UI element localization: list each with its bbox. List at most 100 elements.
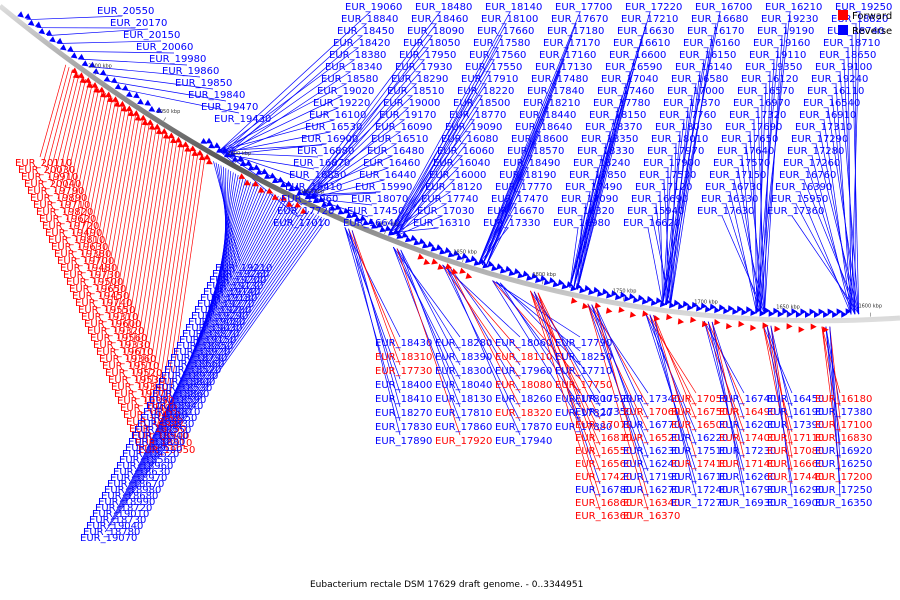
gene-label: EUR_19980 bbox=[149, 54, 206, 65]
gene-arrow bbox=[351, 211, 359, 218]
gene-arrow bbox=[696, 305, 703, 312]
gene-label: EUR_18280 bbox=[435, 338, 492, 349]
connector-line bbox=[851, 35, 860, 315]
gene-arrow bbox=[773, 307, 780, 315]
connector-line bbox=[577, 215, 583, 290]
connector-line bbox=[389, 119, 475, 233]
gene-arrow bbox=[714, 319, 721, 326]
gene-arrow bbox=[239, 160, 247, 166]
gene-label: EUR_20150 bbox=[123, 30, 180, 41]
gene-label: EUR_16390 bbox=[775, 182, 832, 193]
gene-arrow bbox=[264, 173, 271, 179]
gene-label: EUR_17180 bbox=[547, 26, 604, 37]
gene-arrow bbox=[318, 196, 325, 203]
gene-label: EUR_16200 bbox=[719, 420, 776, 431]
gene-label: EUR_17780 bbox=[593, 98, 650, 109]
gene-arrow bbox=[112, 96, 119, 103]
connector-line bbox=[122, 212, 312, 497]
connector-line bbox=[119, 213, 315, 503]
gene-arrow bbox=[86, 82, 94, 89]
gene-arrow bbox=[814, 311, 821, 318]
connector-line bbox=[222, 23, 367, 154]
tick-label: 1800 kbp bbox=[532, 272, 556, 278]
connector-line bbox=[351, 230, 401, 366]
gene-arrow bbox=[690, 316, 697, 323]
connector-line bbox=[39, 64, 67, 158]
gene-label: EUR_17970 bbox=[647, 146, 704, 157]
connector-line bbox=[445, 266, 521, 394]
gene-arrow bbox=[774, 325, 781, 333]
gene-arrow bbox=[177, 141, 184, 148]
gene-arrow bbox=[110, 77, 118, 84]
gene-arrow bbox=[453, 249, 460, 256]
gene-label: EUR_17200 bbox=[815, 472, 872, 483]
gene-label: EUR_17260 bbox=[783, 158, 840, 169]
gene-arrow bbox=[795, 311, 802, 318]
gene-arrow bbox=[750, 309, 757, 316]
gene-arrow bbox=[294, 201, 302, 208]
gene-label: EUR_18900 bbox=[132, 431, 189, 442]
gene-label: EUR_19050 bbox=[138, 445, 195, 456]
gene-arrow bbox=[56, 37, 63, 44]
gene-arrow bbox=[423, 258, 431, 265]
gene-arrow bbox=[168, 132, 175, 139]
gene-label: EUR_17220 bbox=[625, 2, 682, 13]
gene-arrow bbox=[216, 147, 223, 153]
gene-arrow bbox=[629, 311, 637, 318]
connector-line bbox=[51, 74, 80, 186]
gene-arrow bbox=[304, 193, 312, 200]
connector-line bbox=[129, 133, 168, 368]
gene-arrow bbox=[24, 13, 32, 20]
gene-label: EUR_17660 bbox=[477, 26, 534, 37]
gene-label: EUR_17570 bbox=[713, 158, 770, 169]
connector-line bbox=[670, 107, 689, 306]
gene-label: EUR_19510 bbox=[102, 361, 159, 372]
connector-line bbox=[478, 191, 521, 265]
gene-arrow bbox=[99, 69, 107, 76]
connector-line bbox=[309, 179, 385, 199]
gene-label: EUR_19470 bbox=[201, 102, 258, 113]
gene-arrow bbox=[141, 119, 149, 126]
gene-label: EUR_18610 bbox=[125, 443, 182, 454]
connector-line bbox=[839, 71, 860, 315]
gene-arrow bbox=[499, 267, 507, 274]
gene-arrow bbox=[67, 45, 74, 53]
gene-arrow bbox=[396, 232, 404, 239]
gene-arrow bbox=[354, 215, 362, 222]
gene-arrow bbox=[184, 145, 192, 152]
gene-arrow bbox=[346, 212, 353, 219]
gene-arrow bbox=[624, 295, 631, 302]
gene-label: EUR_17560 bbox=[469, 50, 526, 61]
gene-arrow bbox=[444, 247, 452, 254]
gene-label: EUR_18720 bbox=[95, 503, 152, 514]
gene-label: EUR_16160 bbox=[683, 38, 740, 49]
gene-label: EUR_16150 bbox=[679, 50, 736, 61]
connector-line bbox=[573, 95, 623, 289]
gene-arrow bbox=[368, 218, 375, 225]
gene-label: EUR_19890 bbox=[30, 193, 87, 204]
gene-label: EUR_18880 bbox=[128, 437, 185, 448]
gene-label: EUR_19910 bbox=[21, 172, 78, 183]
gene-label: EUR_17070 bbox=[575, 420, 632, 431]
connector-line bbox=[478, 83, 557, 265]
gene-arrow bbox=[114, 83, 122, 90]
gene-label: EUR_18730 bbox=[89, 515, 146, 526]
gene-label: EUR_17690 bbox=[725, 122, 782, 133]
gene-label: EUR_19390 bbox=[117, 396, 174, 407]
gene-label: EUR_19550 bbox=[78, 305, 135, 316]
gene-arrow bbox=[161, 128, 168, 134]
gene-arrow bbox=[148, 123, 156, 130]
gene-label: EUR_19530 bbox=[108, 375, 165, 386]
gene-label: EUR_17130 bbox=[535, 62, 592, 73]
connector-line bbox=[721, 215, 765, 314]
gene-label: EUR_16110 bbox=[807, 86, 864, 97]
gene-label: EUR_17420 bbox=[575, 472, 632, 483]
gene-label: EUR_17490 bbox=[565, 182, 622, 193]
gene-label: EUR_18240 bbox=[573, 158, 630, 169]
connector-line bbox=[807, 167, 856, 315]
connector-line bbox=[147, 145, 188, 410]
connector-line bbox=[496, 281, 581, 394]
connector-line bbox=[770, 325, 793, 420]
connector-line bbox=[348, 228, 401, 436]
connector-line bbox=[485, 179, 525, 267]
